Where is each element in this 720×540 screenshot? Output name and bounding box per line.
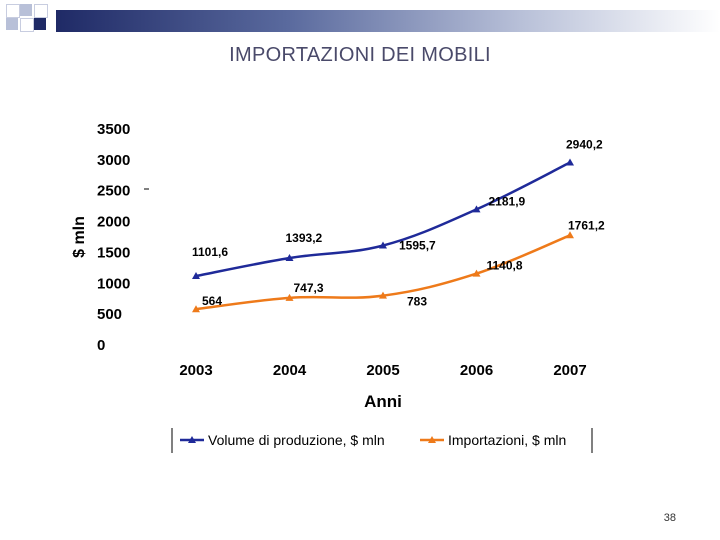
data-label: 1101,6: [192, 245, 228, 259]
x-axis-ticks: 2003 2004 2005 2006 2007: [179, 362, 586, 379]
x-tick-label: 2003: [179, 362, 212, 379]
x-tick-label: 2007: [553, 362, 586, 379]
data-point-marker: [472, 269, 481, 277]
series-markers: [192, 158, 574, 313]
x-tick-label: 2006: [460, 362, 493, 379]
decor-square: [34, 4, 48, 18]
y-tick-label: 1000: [97, 275, 130, 292]
data-label: 1393,2: [286, 231, 323, 245]
data-point-marker: [379, 291, 387, 299]
x-tick-label: 2005: [366, 362, 399, 379]
y-axis-ticks: 0 500 1000 1500 2000 2500 3000 3500: [97, 121, 130, 354]
decor-square: [20, 4, 32, 16]
y-tick-label: 1500: [97, 244, 130, 261]
title-gradient-bar: [56, 10, 720, 32]
data-point-marker: [192, 272, 200, 280]
legend-swatch-marker: [428, 436, 436, 443]
title-decoration-band: [0, 0, 720, 36]
data-label: 747,3: [294, 281, 324, 295]
data-label: 1595,7: [399, 239, 436, 253]
data-label: 1761,2: [568, 218, 605, 232]
decor-square: [6, 18, 18, 30]
data-point-marker: [379, 241, 387, 249]
series-lines: [195, 161, 571, 311]
legend-label: Importazioni, $ mln: [448, 432, 566, 448]
data-labels: 1101,6 1393,2 1595,7 2181,9 2940,2 564 747,3 78…: [192, 138, 605, 309]
data-point-marker: [472, 205, 481, 213]
data-label: 2181,9: [489, 194, 526, 208]
data-point-marker: [192, 305, 200, 313]
y-tick-label: 3500: [97, 121, 130, 138]
decor-square: [20, 18, 34, 32]
y-tick-label: 2000: [97, 214, 130, 231]
legend-swatch-marker: [188, 436, 196, 443]
data-point-marker: [566, 158, 574, 166]
x-axis-label: Anni: [364, 392, 402, 411]
data-label: 783: [407, 295, 427, 309]
data-label: 564: [202, 294, 222, 308]
y-axis-label: $ mln: [71, 216, 88, 258]
y-tick-label: 2500: [97, 183, 130, 200]
decor-square: [34, 18, 46, 30]
y-tick-label: 0: [97, 337, 105, 354]
data-point-marker: [285, 293, 294, 301]
slide-number: 38: [663, 512, 676, 524]
data-point-marker: [566, 231, 574, 239]
data-point-marker: [285, 254, 294, 262]
decor-square: [6, 4, 20, 18]
data-label: 1140,8: [487, 259, 523, 273]
y-tick-label: 3000: [97, 152, 130, 169]
data-label: 2940,2: [566, 138, 603, 152]
x-tick-label: 2004: [273, 362, 307, 379]
legend: Volume di produzione, $ mln Importazioni,…: [171, 428, 593, 453]
legend-label: Volume di produzione, $ mln: [208, 432, 385, 448]
slide-title: IMPORTAZIONI DEI MOBILI: [229, 44, 491, 66]
y-tick-label: 500: [97, 306, 122, 323]
